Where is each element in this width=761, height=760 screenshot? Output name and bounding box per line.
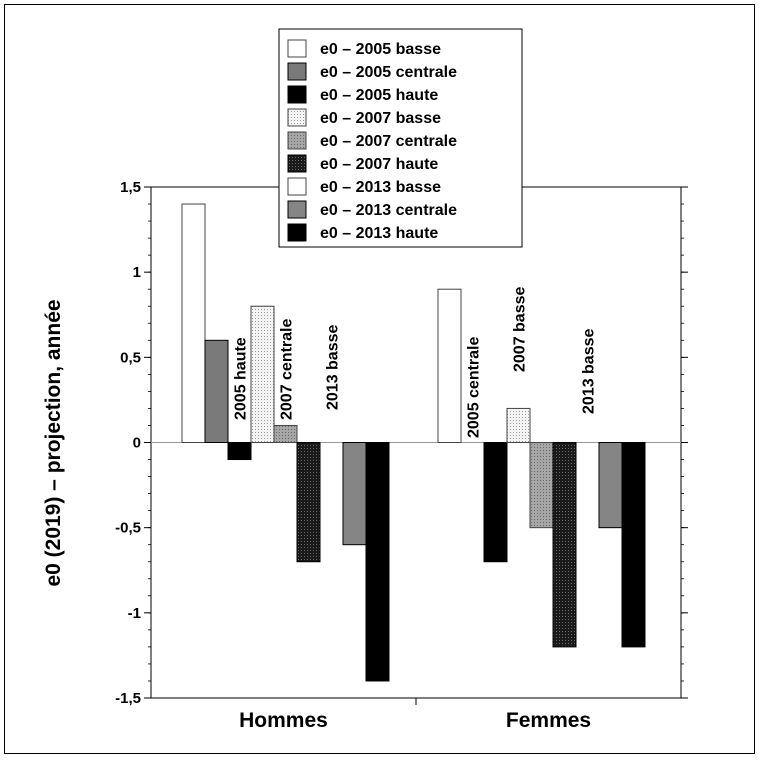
legend-label: e0 – 2005 centrale: [320, 64, 457, 81]
y-tick-label: 0: [133, 435, 141, 452]
y-tick-label: 1,5: [120, 179, 141, 196]
bar-hommes-4: [273, 424, 298, 444]
bar-femmes-0: [437, 288, 462, 444]
legend-swatch: [287, 85, 307, 104]
legend-label: e0 – 2013 haute: [320, 225, 438, 242]
category-label: Femmes: [506, 709, 591, 732]
bar-annotation: 2005 centrale: [466, 336, 483, 438]
legend-swatch: [287, 62, 307, 81]
bar-femmes-8: [621, 442, 646, 648]
bar-annotation: 2013 basse: [581, 328, 598, 414]
legend-label: e0 – 2005 haute: [320, 87, 438, 104]
legend-swatch: [287, 108, 307, 127]
bar-femmes-2: [483, 442, 508, 563]
legend: e0 – 2005 basse e0 – 2005 centrale e0 – 20…: [278, 28, 523, 248]
legend-label: e0 – 2005 basse: [320, 41, 441, 58]
legend-swatch: [287, 39, 307, 58]
legend-swatch: [287, 131, 307, 150]
legend-swatch: [287, 223, 307, 242]
bar-femmes-3: [506, 407, 531, 443]
legend-swatch: [287, 177, 307, 196]
y-tick-label: -1,5: [115, 690, 141, 707]
bar-annotation: 2005 haute: [233, 337, 250, 420]
legend-label: e0 – 2007 centrale: [320, 133, 457, 150]
legend-label: e0 – 2013 centrale: [320, 202, 457, 219]
category-label: Hommes: [239, 709, 328, 732]
bar-femmes-4: [529, 442, 554, 529]
y-axis-label: e0 (2019) – projection, année: [42, 299, 65, 586]
legend-swatch: [287, 154, 307, 173]
bar-hommes-2: [227, 442, 252, 461]
y-tick-label: -0,5: [115, 520, 141, 537]
bar-femmes-7: [598, 442, 623, 529]
y-tick-label: 1: [133, 264, 141, 281]
legend-label: e0 – 2013 basse: [320, 179, 441, 196]
bar-hommes-0: [181, 203, 206, 443]
bar-femmes-5: [552, 442, 577, 648]
legend-label: e0 – 2007 basse: [320, 110, 441, 127]
legend-swatch: [287, 200, 307, 219]
bar-annotation: 2007 basse: [512, 286, 529, 372]
y-tick-label: 0,5: [120, 349, 141, 366]
legend-label: e0 – 2007 haute: [320, 156, 438, 173]
y-tick-label: -1: [128, 605, 141, 622]
bar-hommes-3: [250, 305, 275, 443]
bar-hommes-8: [365, 442, 390, 682]
bar-hommes-7: [342, 442, 367, 546]
bar-annotation: 2007 centrale: [279, 318, 296, 420]
bar-hommes-5: [296, 442, 321, 563]
legend-box: [278, 28, 523, 248]
bar-hommes-1: [204, 339, 229, 443]
bar-annotation: 2013 basse: [325, 324, 342, 410]
